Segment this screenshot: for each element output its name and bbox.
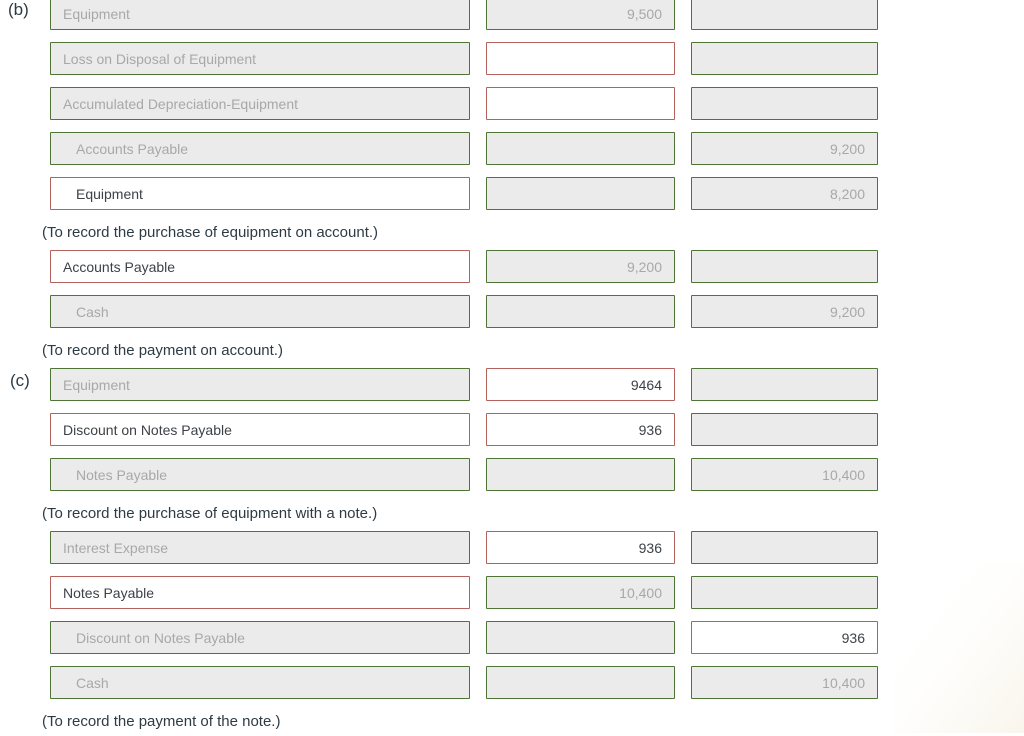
journal-row [50,295,1024,328]
journal-row [50,666,1024,699]
journal-row [50,621,1024,654]
journal-row [50,576,1024,609]
credit-amount-input [691,576,878,609]
credit-amount-input[interactable] [691,621,878,654]
credit-amount-input [691,177,878,210]
account-input [50,458,470,491]
account-input [50,42,470,75]
debit-amount-input[interactable] [486,413,675,446]
journal-memo: (To record the purchase of equipment wit… [42,505,378,522]
journal-row [50,458,1024,491]
credit-amount-input [691,413,878,446]
account-input [50,531,470,564]
credit-amount-input [691,250,878,283]
journal-row [50,87,1024,120]
account-input[interactable] [50,177,470,210]
account-input[interactable] [50,250,470,283]
journal-memo: (To record the purchase of equipment on … [42,224,379,241]
debit-amount-input [486,250,675,283]
debit-amount-input [486,177,675,210]
account-input [50,0,470,30]
account-input [50,132,470,165]
journal-row [50,250,1024,283]
journal-row [50,368,1024,401]
debit-amount-input [486,295,675,328]
account-input [50,666,470,699]
credit-amount-input [691,0,878,30]
debit-amount-input [486,666,675,699]
journal-row [50,132,1024,165]
account-input [50,621,470,654]
debit-amount-input [486,576,675,609]
credit-amount-input [691,458,878,491]
credit-amount-input [691,87,878,120]
journal-row [50,177,1024,210]
account-input[interactable] [50,576,470,609]
debit-amount-input [486,132,675,165]
section-label-c: (c) [10,371,30,390]
account-input[interactable] [50,413,470,446]
debit-amount-input[interactable] [486,368,675,401]
credit-amount-input [691,531,878,564]
account-input [50,87,470,120]
credit-amount-input [691,295,878,328]
debit-amount-input[interactable] [486,87,675,120]
account-input [50,295,470,328]
journal-row [50,42,1024,75]
credit-amount-input [691,666,878,699]
journal-row [50,531,1024,564]
credit-amount-input [691,42,878,75]
journal-memo: (To record the payment of the note.) [42,713,281,730]
debit-amount-input[interactable] [486,42,675,75]
debit-amount-input [486,458,675,491]
section-label-b: (b) [8,0,29,19]
journal-row [50,413,1024,446]
account-input [50,368,470,401]
credit-amount-input [691,368,878,401]
journal-memo: (To record the payment on account.) [42,342,283,359]
debit-amount-input[interactable] [486,531,675,564]
debit-amount-input [486,0,675,30]
credit-amount-input [691,132,878,165]
journal-row [50,0,1024,30]
debit-amount-input [486,621,675,654]
